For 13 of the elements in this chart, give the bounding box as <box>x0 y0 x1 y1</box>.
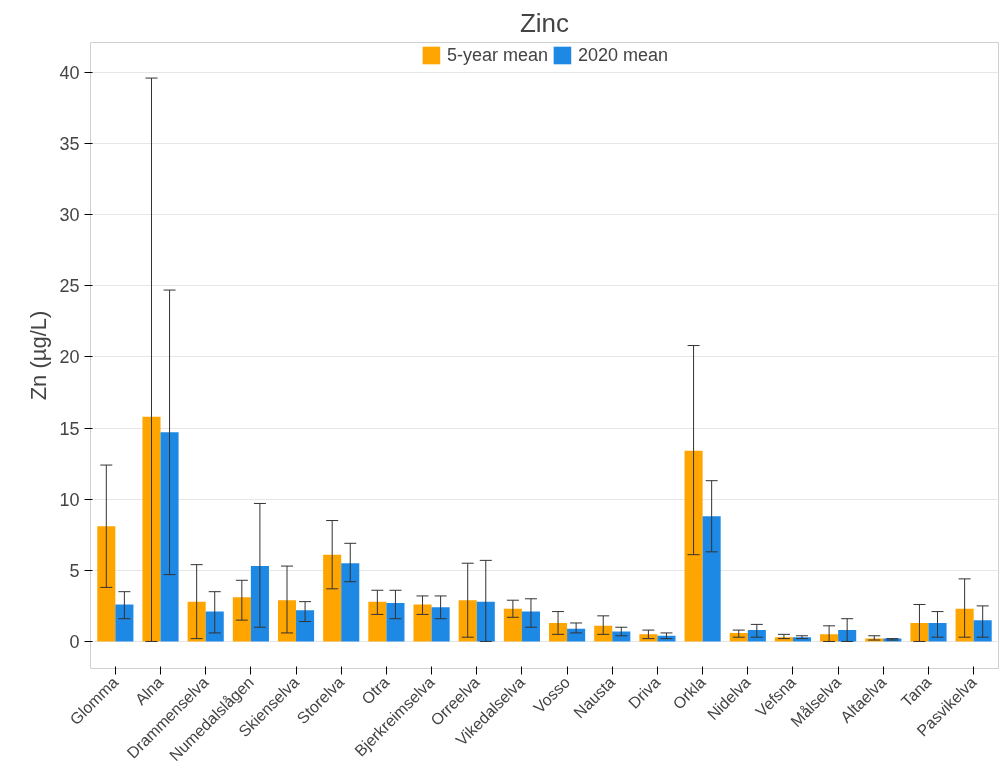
chart-title: Zinc <box>519 7 570 38</box>
y-tick-label: 30 <box>59 205 80 226</box>
y-tick-label: 10 <box>59 489 80 510</box>
legend-label: 2020 mean <box>577 44 669 66</box>
y-tick-label: 15 <box>59 418 80 439</box>
y-tick-label: 40 <box>59 62 80 83</box>
legend-label: 5-year mean <box>446 44 548 66</box>
y-tick-label: 0 <box>69 631 80 652</box>
y-tick-label: 35 <box>59 134 80 155</box>
y-tick-label: 25 <box>59 276 80 297</box>
y-tick-label: 5 <box>69 560 80 581</box>
y-tick-label: 20 <box>59 347 80 368</box>
y-axis-title: Zn (µg/L) <box>26 310 52 401</box>
